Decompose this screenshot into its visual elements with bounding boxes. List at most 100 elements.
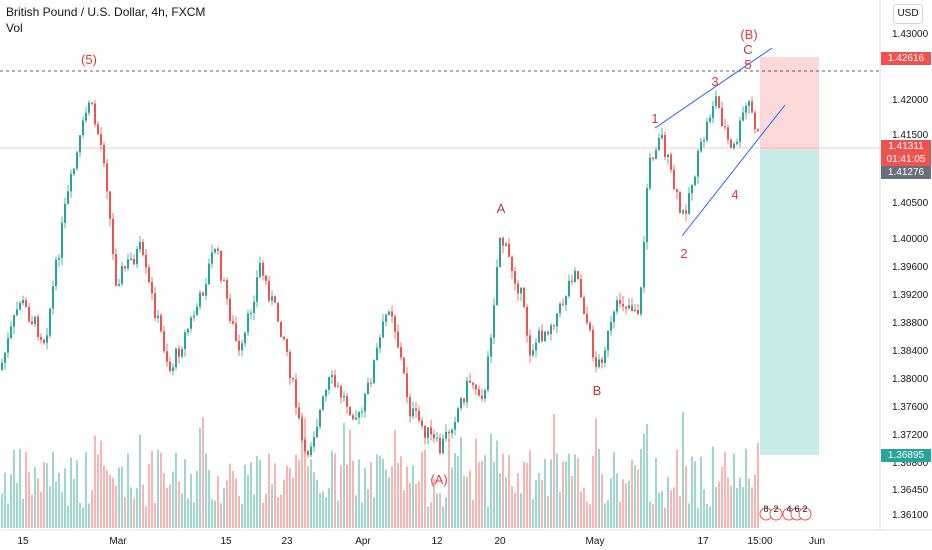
volume-bar [64, 468, 66, 528]
candle-body [175, 348, 177, 368]
entry-price-tag: 1.41276 [881, 166, 931, 179]
candle-body [298, 407, 300, 419]
volume-bar [496, 440, 498, 528]
volume-label[interactable]: Vol [6, 21, 23, 35]
volume-bar [475, 438, 477, 528]
candle-body [58, 257, 60, 260]
volume-bar [196, 470, 198, 528]
volume-bar [61, 492, 63, 528]
target-price-tag: 1.36895 [881, 449, 931, 462]
event-marker[interactable] [798, 507, 812, 521]
price-axis-panel[interactable] [880, 0, 932, 530]
candle-body [79, 135, 81, 153]
event-marker-count: 2 [802, 504, 807, 514]
volume-bar [574, 454, 576, 528]
volume-bar [520, 493, 522, 528]
volume-bar [556, 453, 558, 528]
candle-body [403, 357, 405, 374]
volume-bar [613, 452, 615, 528]
volume-bar [199, 427, 201, 528]
volume-bar [364, 467, 366, 528]
candle-body [22, 299, 24, 304]
stop-loss-zone[interactable] [760, 57, 819, 150]
volume-bar [346, 464, 348, 528]
candle-body [433, 434, 435, 439]
volume-bar [280, 494, 282, 528]
candle-body [136, 249, 138, 265]
candle-body [235, 323, 237, 341]
candle-body [727, 127, 729, 140]
volume-bar [292, 477, 294, 528]
candle-body [223, 280, 225, 282]
volume-bar [253, 494, 255, 528]
event-marker[interactable] [769, 507, 783, 521]
candle-body [445, 431, 447, 439]
volume-bar [148, 464, 150, 528]
candle-body [589, 322, 591, 330]
candle-body [478, 389, 480, 396]
candle-body [337, 386, 339, 388]
candle-body [166, 351, 168, 362]
volume-bar [451, 467, 453, 528]
volume-bar [328, 488, 330, 528]
volume-bar [28, 471, 30, 528]
volume-bar [25, 452, 27, 528]
candle-body [244, 332, 246, 344]
volume-bar [79, 502, 81, 528]
volume-bar [250, 462, 252, 528]
candle-body [673, 169, 675, 190]
volume-bar [508, 454, 510, 528]
candle-body [325, 389, 327, 397]
candle-body [448, 431, 450, 434]
volume-bar [274, 463, 276, 528]
volume-bar [316, 479, 318, 528]
candlestick-series [1, 90, 759, 458]
volume-bar [757, 442, 759, 528]
volume-bar [283, 479, 285, 528]
candle-body [370, 382, 372, 384]
price-tick-label: 1.37600 [892, 402, 929, 413]
volume-bar [748, 478, 750, 528]
candle-body [535, 342, 537, 351]
candle-body [154, 293, 156, 319]
candle-body [310, 446, 312, 456]
volume-bar [40, 492, 42, 528]
candle-body [277, 302, 279, 322]
volume-bar [592, 455, 594, 528]
candle-body [601, 359, 603, 363]
volume-bar [91, 489, 93, 528]
candle-body [463, 398, 465, 403]
candle-body [373, 360, 375, 384]
candle-body [190, 317, 192, 329]
volume-bar [160, 452, 162, 528]
volume-bar [37, 478, 39, 528]
upper-trendline[interactable] [654, 47, 773, 129]
volume-bar [424, 449, 426, 528]
volume-bar [523, 461, 525, 528]
candle-body [34, 316, 36, 324]
candle-body [508, 243, 510, 257]
current-price-tag: 1.41311 01:41:05 [881, 140, 931, 166]
time-axis-panel[interactable] [0, 530, 880, 550]
lower-trendline[interactable] [681, 104, 786, 237]
candle-body [625, 306, 627, 309]
price-tick-label: 1.38400 [892, 346, 929, 357]
symbol-title[interactable]: British Pound / U.S. Dollar, 4h, FXCM [6, 5, 206, 19]
volume-bar [313, 472, 315, 528]
candle-body [169, 361, 171, 372]
candle-body [271, 296, 273, 301]
currency-button[interactable]: USD [893, 4, 923, 24]
candle-body [667, 154, 669, 158]
event-markers[interactable]: 8 2 4 6 2 [759, 504, 812, 521]
candle-body [145, 254, 147, 268]
candle-body [397, 331, 399, 348]
volume-bar [367, 489, 369, 528]
target-zone[interactable] [760, 150, 819, 455]
candle-body [733, 143, 735, 149]
candle-body [718, 96, 720, 109]
candle-body [574, 270, 576, 282]
candle-body [295, 379, 297, 408]
price-tick-label: 1.36800 [892, 458, 929, 469]
volume-bar [583, 487, 585, 528]
